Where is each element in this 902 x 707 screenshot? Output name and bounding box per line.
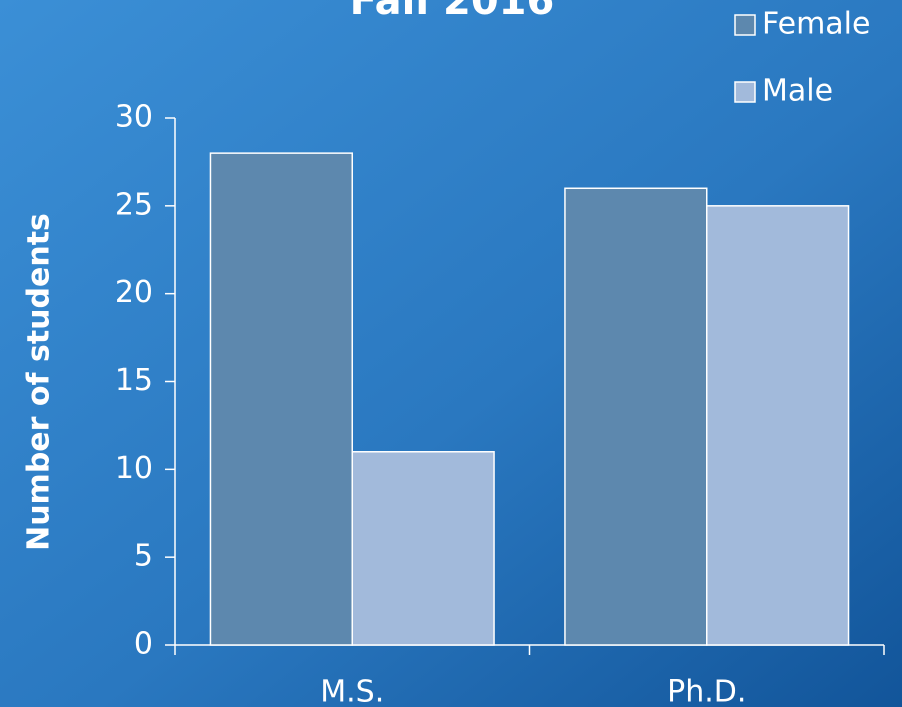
y-axis-label: Number of students <box>22 213 57 551</box>
y-tick-label: 25 <box>115 187 153 222</box>
legend-label: Female <box>762 7 870 42</box>
y-tick-label: 20 <box>115 275 153 310</box>
x-tick-label: Ph.D. <box>667 675 746 707</box>
legend-label: Male <box>762 74 833 109</box>
bar <box>351 451 495 646</box>
legend-swatch <box>734 81 756 103</box>
x-tick-label: M.S. <box>320 675 384 707</box>
legend-swatch <box>734 14 756 36</box>
chart-title: Fall 2016 <box>350 0 555 24</box>
y-tick-label: 10 <box>115 451 153 486</box>
bar <box>706 205 850 646</box>
y-tick-label: 0 <box>134 627 153 662</box>
y-tick-label: 15 <box>115 363 153 398</box>
y-tick-label: 30 <box>115 100 153 135</box>
bar <box>564 187 708 646</box>
y-tick-label: 5 <box>134 539 153 574</box>
bar <box>209 152 353 646</box>
